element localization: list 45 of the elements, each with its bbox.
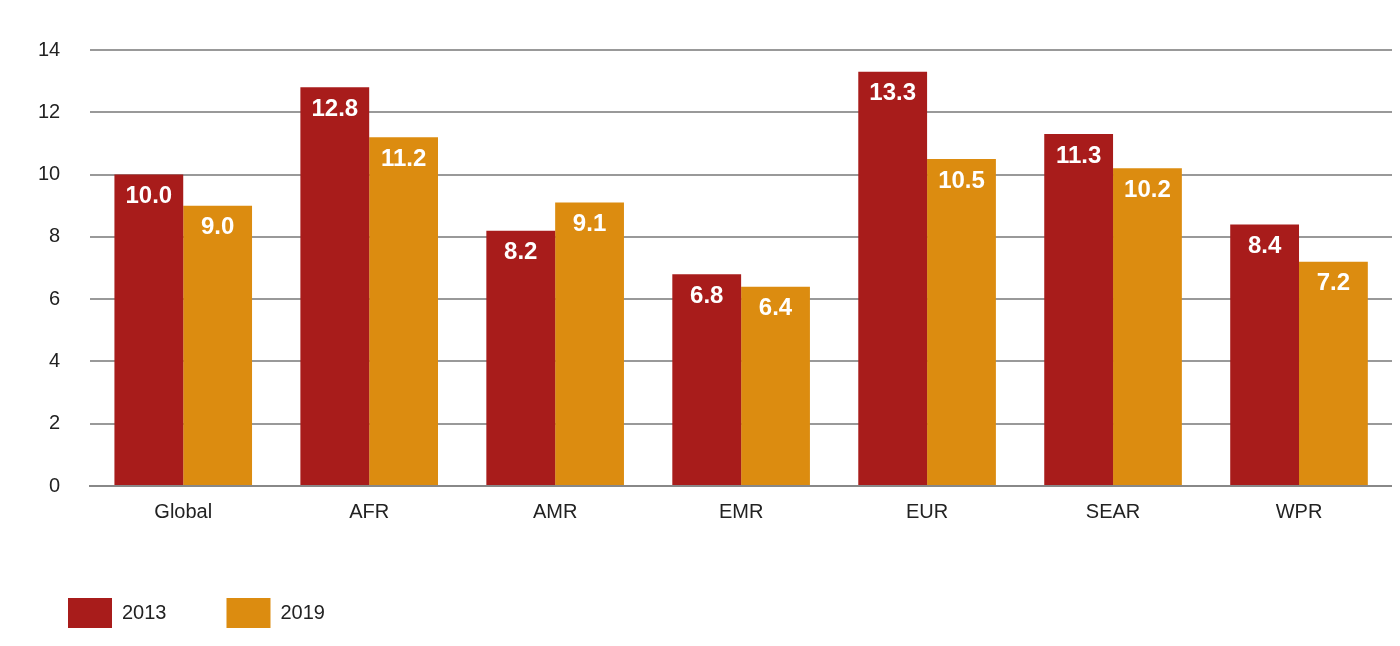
bar (183, 205, 253, 485)
data-label: 9.1 (572, 209, 607, 237)
y-tick-label: 14 (38, 37, 61, 60)
x-tick-label: SEAR (1085, 499, 1141, 522)
data-label: 10.5 (938, 165, 985, 193)
data-label: 12.8 (311, 94, 359, 121)
bar (858, 71, 928, 485)
bar (1299, 261, 1368, 485)
bar (927, 159, 996, 485)
y-tick-label: 0 (49, 473, 61, 496)
data-label: 8.2 (504, 237, 538, 265)
bar (1113, 168, 1182, 485)
bar (555, 202, 624, 485)
x-tick-label: AFR (349, 499, 390, 522)
bar (369, 137, 438, 485)
y-tick-label: 6 (49, 286, 61, 309)
bar (1044, 134, 1114, 485)
data-label: 10.0 (125, 181, 173, 209)
bar (1230, 224, 1300, 485)
data-label: 8.4 (1247, 231, 1282, 259)
y-tick-label: 8 (49, 224, 61, 247)
x-tick-label: WPR (1275, 499, 1323, 522)
bar (672, 274, 742, 485)
legend-label: 2013 (122, 600, 167, 623)
data-label: 7.2 (1316, 268, 1351, 296)
y-tick-label: 2 (49, 411, 61, 434)
data-label: 11.2 (380, 143, 427, 171)
data-label: 10.2 (1124, 174, 1171, 202)
bar (300, 87, 370, 485)
x-tick-label: EMR (718, 499, 764, 522)
x-tick-label: AMR (532, 499, 578, 522)
x-tick-label: Global (154, 499, 213, 522)
data-label: 6.4 (758, 293, 793, 321)
legend-label: 2019 (280, 600, 325, 623)
y-tick-label: 10 (38, 162, 61, 185)
bar (486, 230, 556, 485)
data-label: 11.3 (1055, 140, 1102, 168)
y-tick-label: 12 (38, 99, 61, 122)
y-tick-label: 4 (49, 348, 61, 371)
bar (741, 286, 810, 485)
data-label: 13.3 (869, 78, 917, 106)
data-label: 6.8 (690, 280, 724, 308)
x-tick-label: EUR (905, 499, 949, 522)
bar (114, 174, 184, 485)
data-label: 9.0 (200, 212, 235, 240)
